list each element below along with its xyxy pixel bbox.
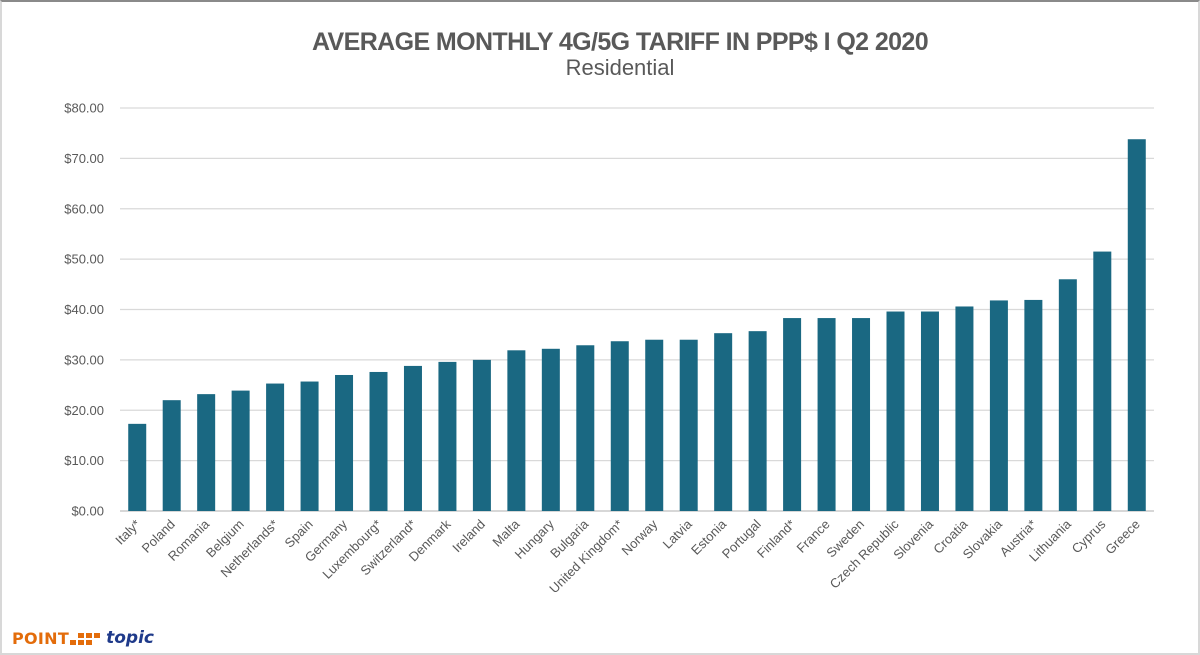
bar <box>300 381 319 511</box>
logo-text-point: POINT <box>12 628 70 648</box>
gridlines <box>120 107 1154 512</box>
bar <box>1058 279 1077 511</box>
y-tick-label: $40.00 <box>64 302 104 317</box>
y-tick-label: $70.00 <box>64 151 104 166</box>
x-tick-label: Hungary <box>512 516 558 562</box>
bar <box>920 311 939 511</box>
bar <box>335 374 354 511</box>
y-axis: $0.00 $10.00 $20.00 $30.00 $40.00 $50.00 $60.0… <box>64 101 104 519</box>
bar <box>162 400 181 511</box>
bar <box>231 390 250 511</box>
y-tick-label: $20.00 <box>64 403 104 418</box>
bar <box>1127 139 1146 512</box>
bar <box>1093 251 1112 511</box>
logo-text-topic: topic <box>106 628 154 648</box>
x-tick-label: Slovakia <box>960 516 1006 562</box>
chart-subtitle: Residential <box>565 55 675 80</box>
bar <box>955 306 974 511</box>
bars <box>128 139 1146 512</box>
bar <box>714 333 733 511</box>
y-tick-label: $80.00 <box>64 101 104 116</box>
bar <box>541 348 560 511</box>
bar <box>817 318 836 511</box>
bar <box>403 365 422 511</box>
bar <box>1024 299 1043 511</box>
bar <box>748 331 767 511</box>
bar <box>438 361 457 511</box>
y-tick-label: $60.00 <box>64 201 104 216</box>
y-tick-label: $0.00 <box>71 504 104 519</box>
bar <box>369 371 388 511</box>
bar <box>128 423 147 511</box>
bar <box>645 339 664 511</box>
bar <box>852 318 871 511</box>
bar <box>783 318 802 511</box>
chart-title: AVERAGE MONTHLY 4G/5G TARIFF IN PPP$ I Q… <box>311 28 929 56</box>
x-tick-label: Ireland <box>449 517 488 556</box>
bar <box>576 345 595 511</box>
point-topic-logo: POINT topic <box>12 628 154 648</box>
logo-blocks-icon <box>70 631 104 645</box>
x-tick-label: Italy* <box>112 517 143 548</box>
y-tick-label: $10.00 <box>64 453 104 468</box>
x-tick-label: Greece <box>1102 517 1143 558</box>
bar <box>507 350 526 511</box>
bar <box>266 383 285 511</box>
bar <box>197 394 216 511</box>
y-tick-label: $30.00 <box>64 352 104 367</box>
bar <box>679 339 698 511</box>
x-tick-label: Norway <box>619 516 661 558</box>
y-tick-label: $50.00 <box>64 252 104 267</box>
bar <box>610 341 629 511</box>
bar <box>472 359 491 511</box>
x-tick-label: Cyprus <box>1069 516 1109 556</box>
bar <box>886 311 905 511</box>
bar <box>989 300 1008 511</box>
x-tick-label: Finland* <box>754 517 798 561</box>
